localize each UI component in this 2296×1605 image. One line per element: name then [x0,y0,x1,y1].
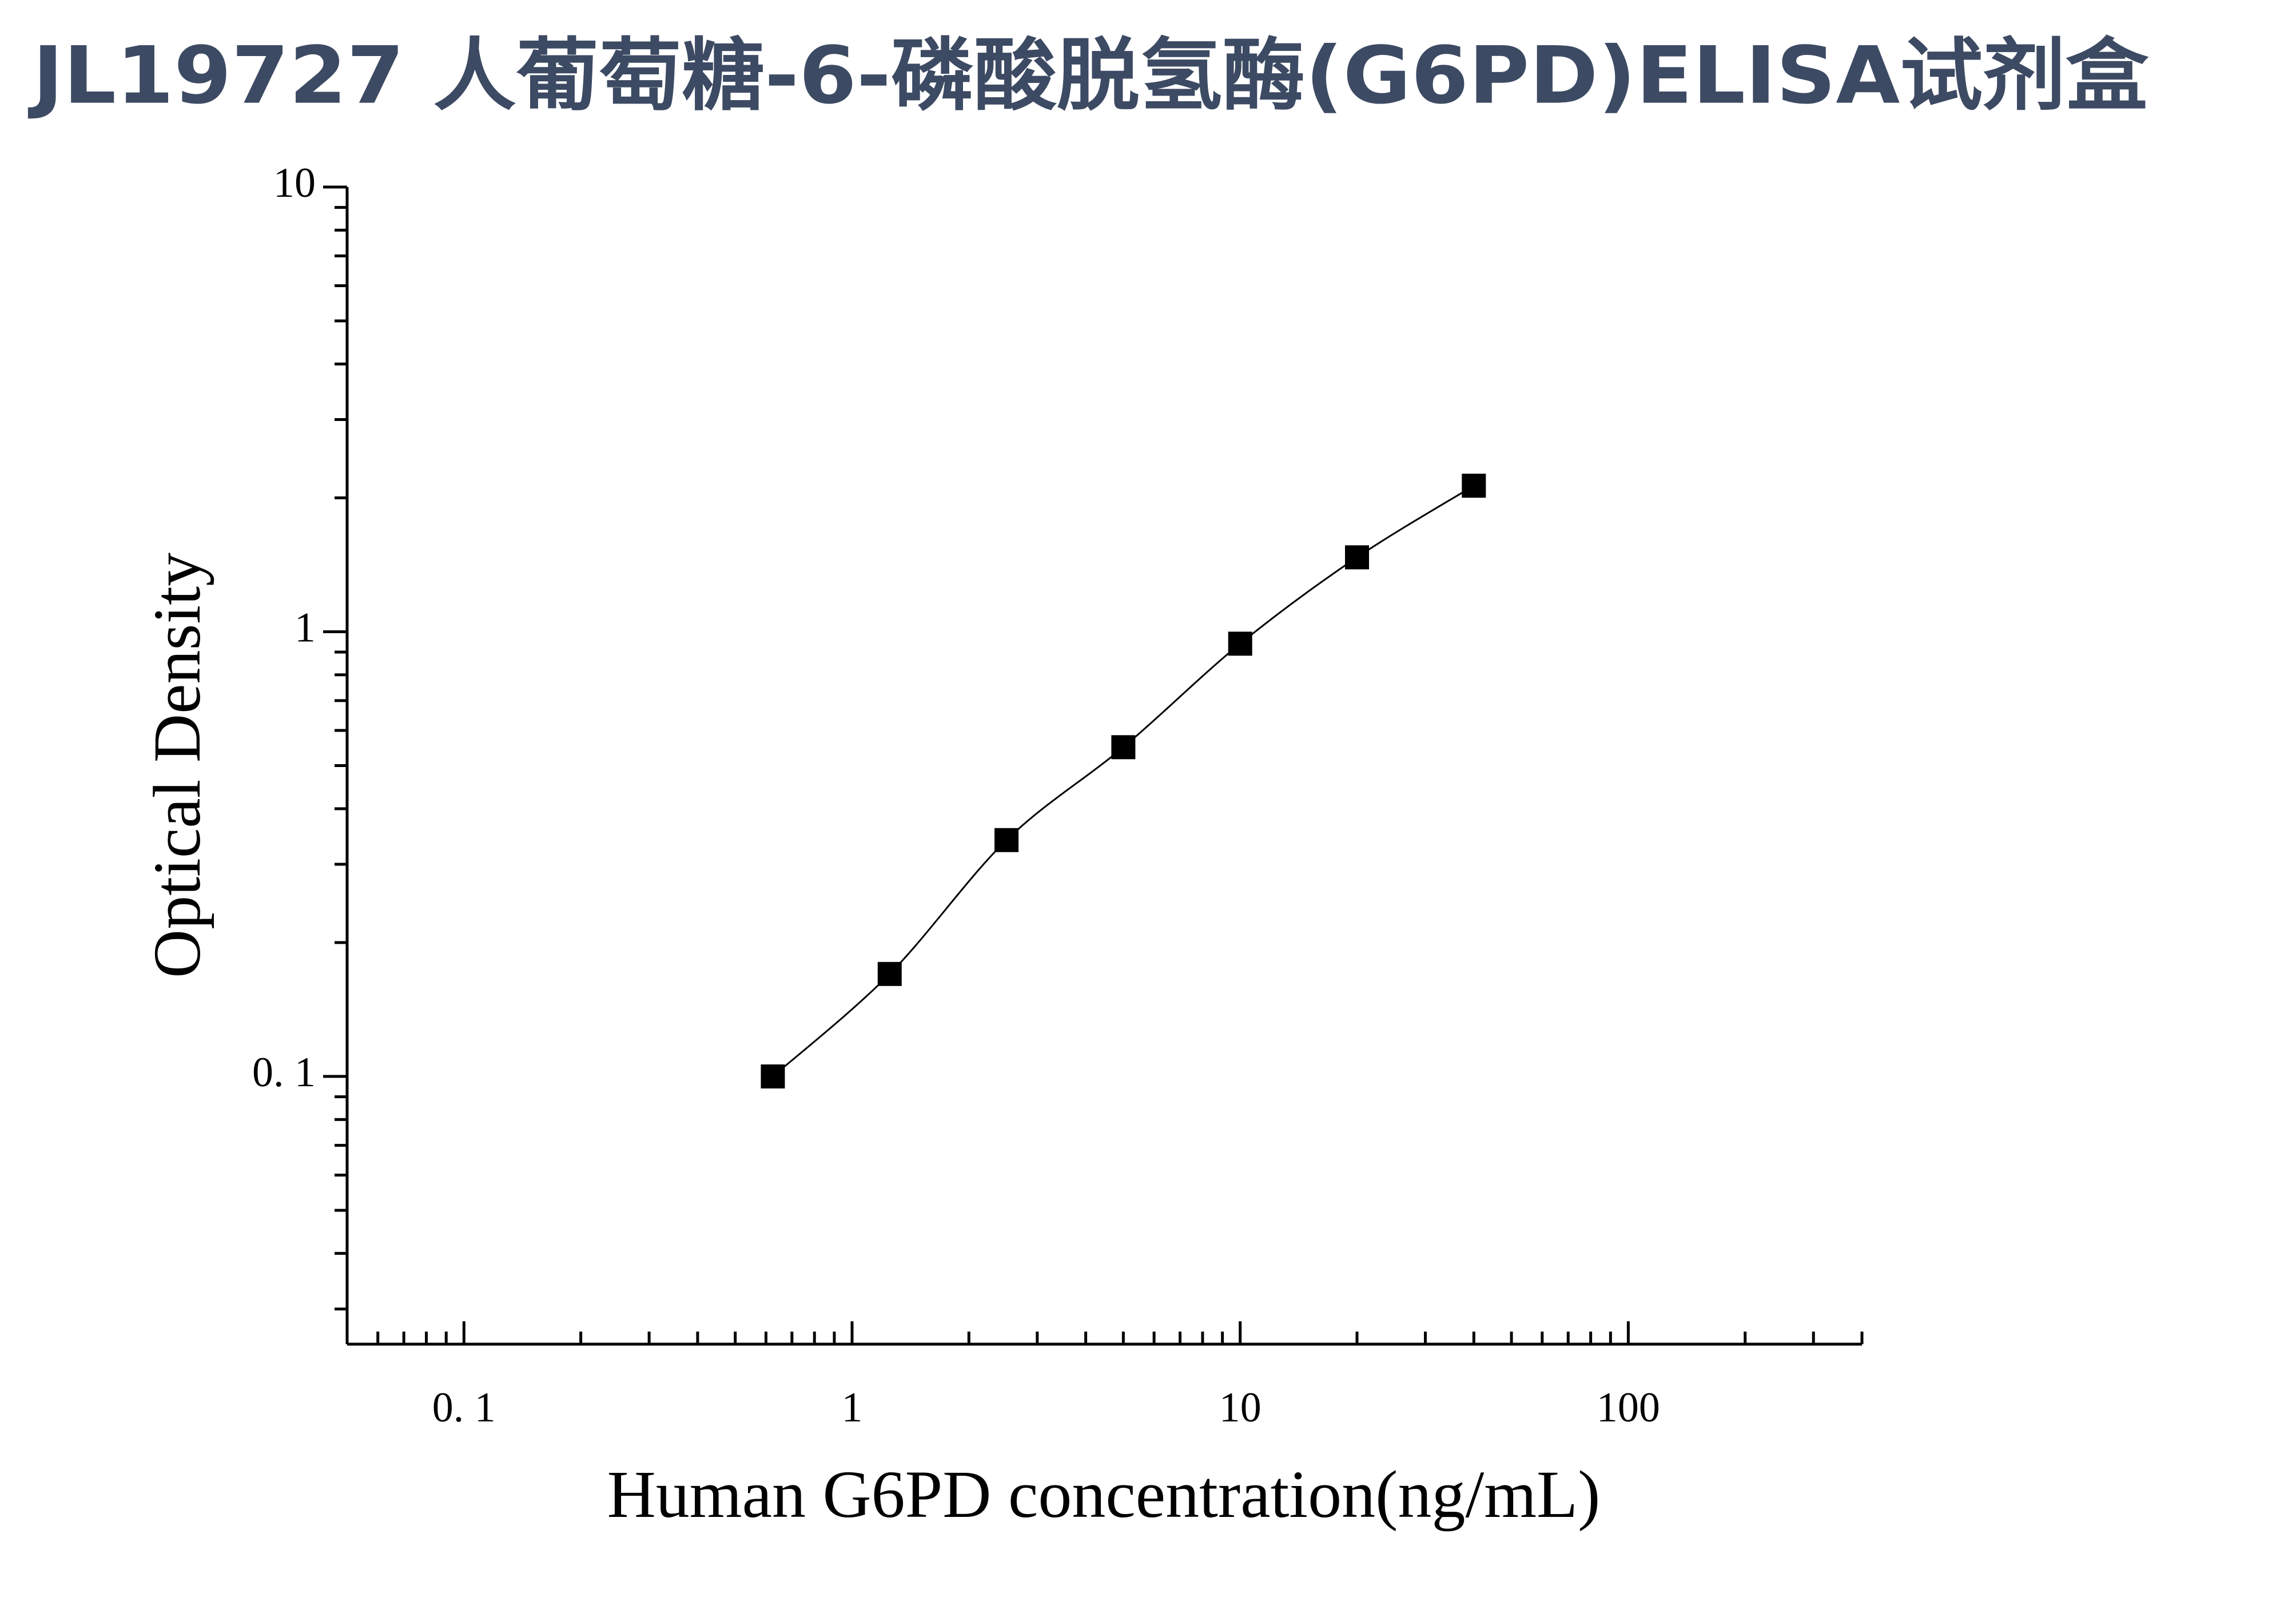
y-axis-title: Optical Density [140,553,214,978]
x-tick-label: 1 [842,1384,863,1431]
data-point [761,1064,785,1088]
data-point [1228,631,1252,656]
data-point [877,962,902,986]
data-point [1462,474,1486,498]
x-tick-label: 100 [1597,1384,1660,1431]
x-axis-title: Human G6PD concentration(ng/mL) [607,1457,1601,1532]
y-tick-label: 1 [295,604,316,651]
y-tick-label: 10 [273,160,316,206]
data-point [994,828,1019,852]
x-tick-label: 10 [1219,1384,1262,1431]
fit-curve [772,484,1475,1078]
x-tick-label: 0. 1 [432,1384,496,1431]
data-point [1345,545,1369,570]
y-tick-label: 0. 1 [252,1049,316,1096]
data-point [1111,735,1136,760]
chart-title: JL19727 人葡萄糖-6-磷酸脱氢酶(G6PD)ELISA试剂盒 [28,30,2149,122]
